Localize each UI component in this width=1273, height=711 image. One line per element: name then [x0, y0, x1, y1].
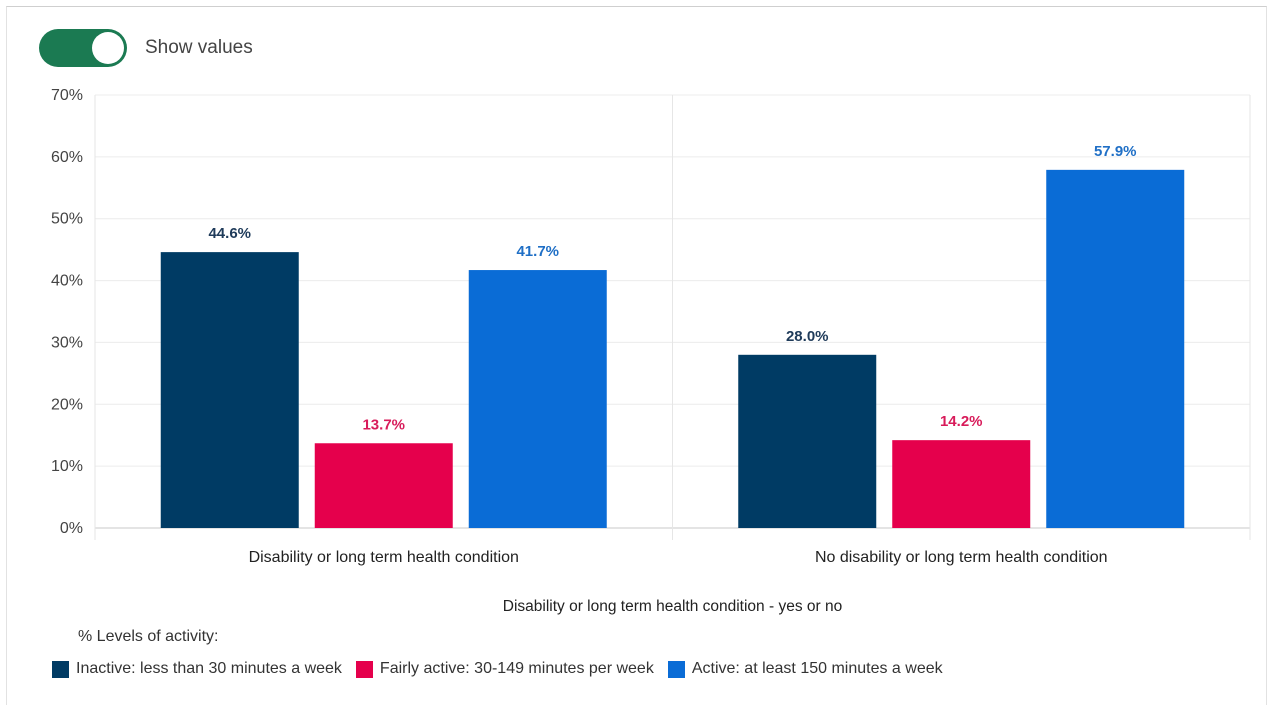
- legend-swatch: [667, 660, 685, 678]
- y-tick-label: 30%: [51, 334, 83, 351]
- bar: [892, 440, 1031, 528]
- legend-items: Inactive: less than 30 minutes a week Fai…: [52, 660, 957, 678]
- chart-frame: [6, 6, 1267, 705]
- legend-title: % Levels of activity:: [78, 628, 219, 645]
- x-category-label: Disability or long term health condition: [249, 549, 519, 566]
- bar: [468, 270, 607, 528]
- x-category-label: No disability or long term health condit…: [815, 549, 1108, 566]
- y-tick-label: 70%: [51, 87, 83, 104]
- show-values-label: Show values: [145, 37, 253, 58]
- bar: [1046, 169, 1185, 528]
- y-tick-label: 10%: [51, 458, 83, 475]
- y-tick-label: 50%: [51, 211, 83, 228]
- bar-value-label: 57.9%: [1094, 143, 1137, 160]
- x-axis-title: Disability or long term health condition…: [503, 598, 842, 615]
- legend-label: Active: at least 150 minutes a week: [691, 660, 943, 677]
- legend-swatch: [355, 660, 373, 678]
- y-tick-label: 0%: [60, 520, 83, 537]
- bar: [314, 443, 453, 528]
- bar-value-label: 28.0%: [786, 328, 829, 345]
- bar: [160, 252, 299, 529]
- toggle-knob: [92, 32, 124, 64]
- legend-item[interactable]: Active: at least 150 minutes a week: [667, 660, 943, 678]
- legend-item[interactable]: Fairly active: 30-149 minutes per week: [355, 660, 654, 678]
- legend: % Levels of activity: Inactive: less tha…: [52, 628, 957, 678]
- y-tick-label: 40%: [51, 273, 83, 290]
- legend-label: Inactive: less than 30 minutes a week: [76, 660, 342, 677]
- legend-swatch: [52, 660, 69, 678]
- bar-value-label: 13.7%: [362, 416, 405, 433]
- bar-value-label: 41.7%: [516, 243, 559, 260]
- bar-value-label: 14.2%: [940, 413, 983, 430]
- bar-value-label: 44.6%: [208, 225, 251, 242]
- y-tick-label: 60%: [51, 149, 83, 166]
- bar: [738, 354, 877, 528]
- legend-item[interactable]: Inactive: less than 30 minutes a week: [52, 660, 342, 678]
- show-values-control: Show values: [39, 28, 253, 68]
- show-values-toggle[interactable]: [39, 29, 127, 67]
- y-tick-label: 20%: [51, 396, 83, 413]
- legend-label: Fairly active: 30-149 minutes per week: [379, 660, 654, 677]
